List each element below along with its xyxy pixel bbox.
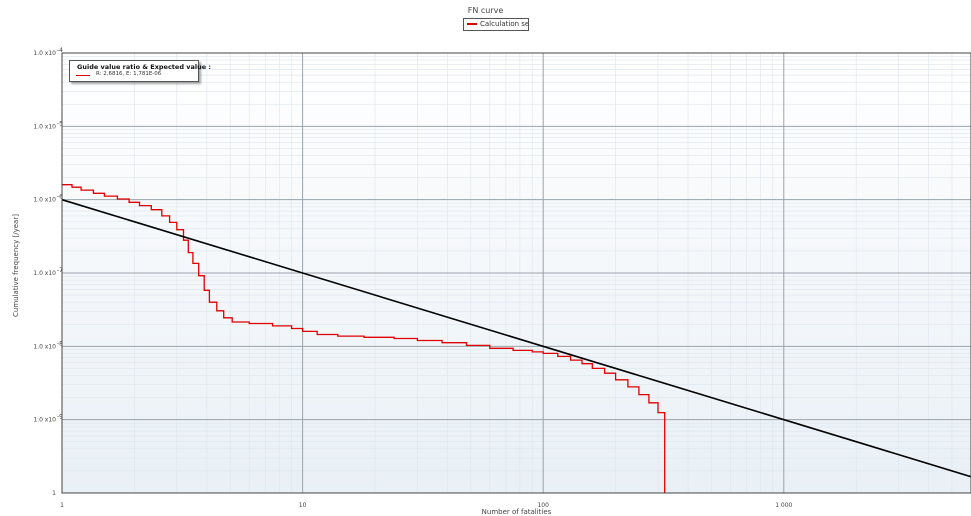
y-tick-label: 1.0 x10 [33,343,56,350]
guide-value-swatch [76,75,90,76]
plot-frame [61,52,971,494]
guide-value-legend[interactable]: Guide value ratio & Expected value : R: … [69,60,211,82]
y-tick-exponent: -6 [57,194,63,201]
y-tick-exponent: -5 [57,120,63,127]
x-tick-label: 10 [299,502,307,509]
series-line-guide-value [61,198,971,478]
y-tick-label: 1.0 x10 [33,270,56,277]
guide-value-title: Guide value ratio & Expected value : [77,63,211,71]
x-axis-ticks: 1 10 100 1 000 [60,502,792,509]
x-axis-label: Number of fatalities [481,508,552,516]
legend-label-calculation-set: Calculation set [480,20,529,28]
y-tick-label: 1.0 x10 [33,50,56,57]
x-tick-label: 100 [537,502,549,509]
legend[interactable]: Calculation set [463,18,529,31]
legend-swatch-calculation-set [467,23,477,25]
y-tick-label: 1.0 x10 [33,197,56,204]
series-layer [61,184,971,493]
y-tick-label: 1 [52,490,56,497]
x-tick-label: 1 000 [775,502,792,509]
y-tick-exponent: -8 [57,340,63,347]
chart-title: FN curve [467,6,504,15]
guide-value-entry: R: 2,6816, E: 1,781E-06 [96,71,162,77]
y-tick-label: 1.0 x10 [33,417,56,424]
series-line-calculation-set [62,184,666,493]
y-tick-exponent: -9 [57,414,63,421]
y-tick-label: 1.0 x10 [33,123,56,130]
y-tick-exponent: -4 [57,47,63,54]
y-tick-exponent: -7 [57,267,63,274]
x-tick-label: 1 [60,502,64,509]
y-axis-label: Cumulative frequency [/year] [12,214,20,317]
y-axis-ticks: 11.0 x10 -91.0 x10 -81.0 x10 -71.0 x10 -61.0… [33,47,63,497]
